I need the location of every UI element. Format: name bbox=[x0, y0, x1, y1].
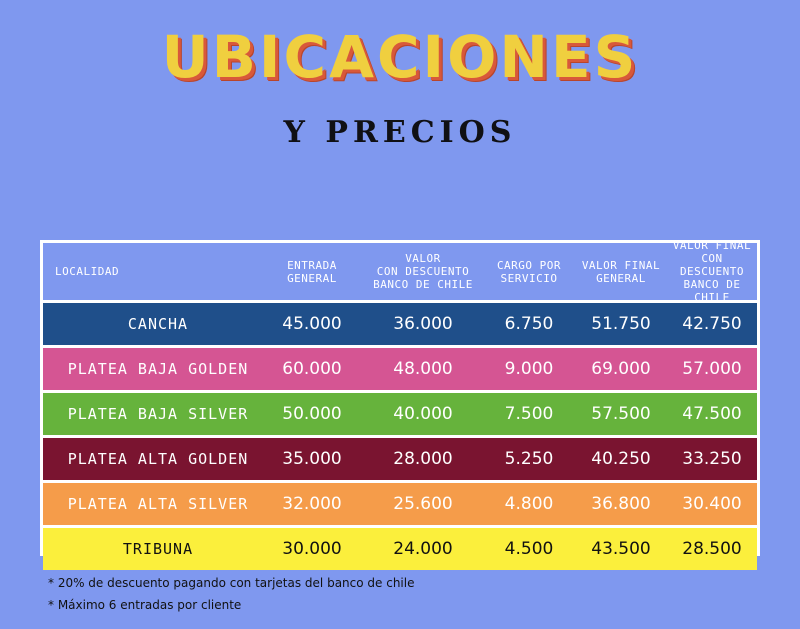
cell-entrada-general: 30.000 bbox=[282, 539, 342, 559]
table-row: PLATEA ALTA SILVER 32.000 25.600 4.800 36.80… bbox=[43, 483, 757, 525]
row-localidad: PLATEA BAJA GOLDEN bbox=[67, 360, 249, 378]
footnotes: * 20% de descuento pagando con tarjetas … bbox=[48, 572, 414, 616]
cell-valor-final-general: 40.250 bbox=[591, 449, 651, 469]
page-subtitle: Y PRECIOS bbox=[283, 115, 517, 150]
row-localidad: TRIBUNA bbox=[122, 540, 194, 558]
cell-valor-final-descuento: 47.500 bbox=[682, 404, 742, 424]
header-localidad: LOCALIDAD bbox=[55, 265, 120, 278]
table-header: LOCALIDAD ENTRADA GENERAL VALOR CON DESCUE… bbox=[43, 239, 757, 304]
cell-valor-final-descuento: 33.250 bbox=[682, 449, 742, 469]
cell-entrada-general: 32.000 bbox=[282, 494, 342, 514]
cell-valor-final-general: 36.800 bbox=[591, 494, 651, 514]
header-valor-final-general: VALOR FINAL GENERAL bbox=[581, 258, 661, 285]
table-row: PLATEA BAJA SILVER 50.000 40.000 7.500 57.50… bbox=[43, 393, 757, 435]
page-title: UBICACIONES bbox=[161, 23, 639, 91]
table-row: PLATEA ALTA GOLDEN 35.000 28.000 5.250 40.25… bbox=[43, 438, 757, 480]
header-cargo-servicio: CARGO POR SERVICIO bbox=[496, 258, 562, 285]
cell-entrada-general: 35.000 bbox=[282, 449, 342, 469]
table-row: CANCHA 45.000 36.000 6.750 51.750 42.750 bbox=[43, 303, 757, 345]
row-localidad: PLATEA BAJA SILVER bbox=[67, 405, 249, 423]
table-row: TRIBUNA 30.000 24.000 4.500 43.500 28.500 bbox=[43, 528, 757, 570]
cell-valor-final-general: 43.500 bbox=[591, 539, 651, 559]
row-localidad: PLATEA ALTA SILVER bbox=[67, 495, 249, 513]
cell-valor-descuento: 40.000 bbox=[393, 404, 453, 424]
cell-valor-descuento: 28.000 bbox=[393, 449, 453, 469]
header-valor-final-descuento: VALOR FINAL CON DESCUENTO BANCO DE CHILE bbox=[672, 239, 752, 304]
cell-cargo-servicio: 5.250 bbox=[504, 449, 554, 469]
cell-valor-descuento: 48.000 bbox=[393, 359, 453, 379]
cell-entrada-general: 50.000 bbox=[282, 404, 342, 424]
cell-valor-final-descuento: 57.000 bbox=[682, 359, 742, 379]
footnote-discount: * 20% de descuento pagando con tarjetas … bbox=[48, 576, 415, 590]
row-separator bbox=[43, 300, 757, 303]
table-row: PLATEA BAJA GOLDEN 60.000 48.000 9.000 69.00… bbox=[43, 348, 757, 390]
header-valor-descuento: VALOR CON DESCUENTO BANCO DE CHILE bbox=[373, 252, 473, 291]
cell-valor-descuento: 25.600 bbox=[393, 494, 453, 514]
cell-cargo-servicio: 9.000 bbox=[504, 359, 554, 379]
cell-cargo-servicio: 6.750 bbox=[504, 314, 554, 334]
cell-valor-final-general: 57.500 bbox=[591, 404, 651, 424]
price-table: LOCALIDAD ENTRADA GENERAL VALOR CON DESCUE… bbox=[40, 239, 760, 570]
cell-valor-final-general: 69.000 bbox=[591, 359, 651, 379]
cell-valor-final-descuento: 42.750 bbox=[682, 314, 742, 334]
cell-valor-descuento: 24.000 bbox=[393, 539, 453, 559]
cell-valor-final-general: 51.750 bbox=[591, 314, 651, 334]
cell-cargo-servicio: 4.500 bbox=[504, 539, 554, 559]
row-separator bbox=[43, 525, 757, 528]
cell-valor-descuento: 36.000 bbox=[393, 314, 453, 334]
row-separator bbox=[43, 435, 757, 438]
row-localidad: CANCHA bbox=[127, 315, 189, 333]
cell-cargo-servicio: 4.800 bbox=[504, 494, 554, 514]
row-localidad: PLATEA ALTA GOLDEN bbox=[67, 450, 249, 468]
header-entrada-general: ENTRADA GENERAL bbox=[287, 258, 337, 285]
row-separator bbox=[43, 345, 757, 348]
row-separator bbox=[43, 390, 757, 393]
cell-valor-final-descuento: 30.400 bbox=[682, 494, 742, 514]
cell-entrada-general: 60.000 bbox=[282, 359, 342, 379]
row-separator bbox=[43, 480, 757, 483]
cell-valor-final-descuento: 28.500 bbox=[682, 539, 742, 559]
footnote-limit: * Máximo 6 entradas por cliente bbox=[48, 598, 242, 612]
cell-cargo-servicio: 7.500 bbox=[504, 404, 554, 424]
cell-entrada-general: 45.000 bbox=[282, 314, 342, 334]
